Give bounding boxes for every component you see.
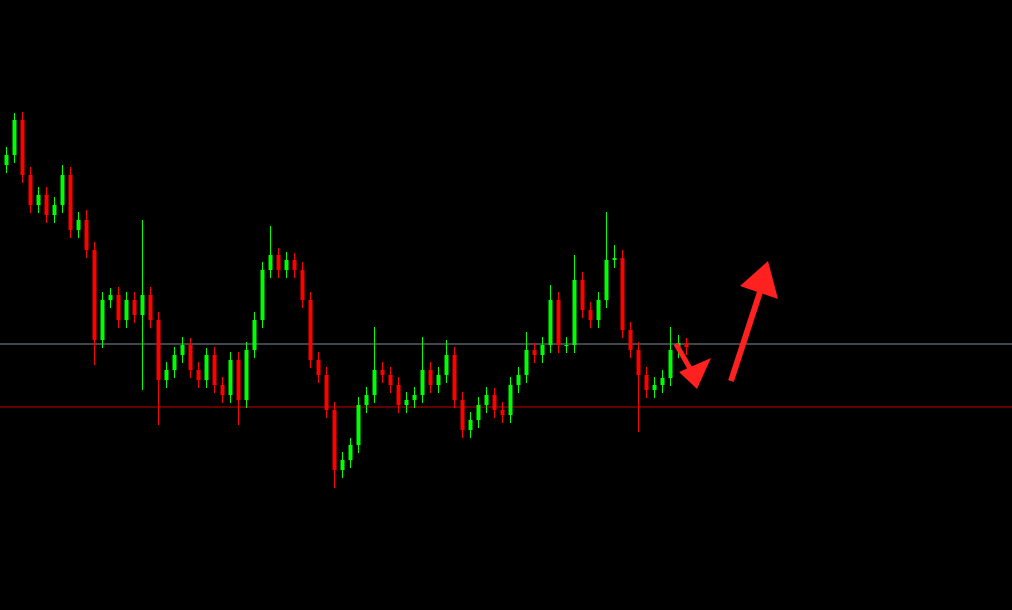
candle-body — [116, 295, 121, 320]
candle-body — [588, 310, 593, 320]
candle-body — [660, 378, 665, 385]
candle-body — [476, 405, 481, 420]
candle-body — [308, 300, 313, 360]
candle-body — [92, 250, 97, 340]
candle-body — [364, 395, 369, 405]
arrow-up-shaft — [728, 291, 763, 382]
candle-body — [140, 295, 145, 315]
candle-body — [220, 385, 225, 395]
candle-body — [124, 300, 129, 320]
candle-body — [556, 300, 561, 345]
candle-body — [372, 370, 377, 395]
candle-body — [684, 343, 689, 347]
candle-body — [412, 395, 417, 400]
candle-body — [276, 255, 281, 270]
candle-body — [236, 360, 241, 400]
candle-body — [500, 410, 505, 415]
arrow-down-head — [679, 358, 711, 389]
candle-body — [580, 280, 585, 310]
candle-body — [644, 375, 649, 390]
candle-body — [348, 445, 353, 460]
candle-body — [196, 370, 201, 380]
candle-body — [204, 355, 209, 380]
candle-body — [20, 120, 25, 175]
candle-body — [252, 320, 257, 350]
candle-body — [324, 375, 329, 410]
candle-body — [316, 360, 321, 375]
candle-body — [284, 260, 289, 270]
candle-body — [532, 350, 537, 355]
candle-body — [172, 355, 177, 370]
candle-body — [244, 350, 249, 400]
candle-body — [268, 255, 273, 270]
candle-body — [420, 370, 425, 395]
candle-body — [516, 375, 521, 385]
candle-body — [604, 260, 609, 300]
candle-body — [356, 405, 361, 445]
candle-body — [180, 345, 185, 355]
candle-body — [380, 370, 385, 375]
arrow-down-shaft — [673, 342, 695, 374]
candle-body — [460, 400, 465, 430]
candle-body — [404, 400, 409, 405]
candle-body — [564, 345, 569, 346]
candle-body — [396, 385, 401, 405]
candle-body — [156, 320, 161, 380]
candle-body — [148, 295, 153, 320]
candle-body — [548, 300, 553, 345]
candle-body — [436, 375, 441, 385]
candle-body — [484, 395, 489, 405]
candle-body — [84, 220, 89, 250]
candle-body — [52, 205, 57, 215]
candle-body — [636, 350, 641, 375]
candle-body — [12, 120, 17, 155]
candle-body — [68, 175, 73, 230]
candle-body — [260, 270, 265, 320]
candle-body — [444, 355, 449, 375]
candle-body — [388, 375, 393, 385]
candle-body — [100, 300, 105, 340]
candle-body — [428, 370, 433, 385]
candle-body — [300, 270, 305, 300]
candle-body — [612, 258, 617, 260]
candle-body — [108, 295, 113, 300]
candle-body — [28, 175, 33, 205]
candle-body — [668, 350, 673, 378]
candle-body — [332, 410, 337, 470]
candle-body — [652, 385, 657, 390]
candle-body — [228, 360, 233, 395]
candle-body — [4, 155, 9, 165]
candle-body — [60, 175, 65, 205]
candle-body — [164, 370, 169, 380]
candle-body — [292, 260, 297, 270]
plot-area — [0, 112, 1012, 488]
candle-body — [468, 420, 473, 430]
candle-body — [36, 195, 41, 205]
candle-body — [524, 350, 529, 375]
candle-body — [492, 395, 497, 410]
candle-body — [132, 300, 137, 315]
candle-body — [212, 355, 217, 385]
candle-body — [76, 220, 81, 230]
annotation-arrows — [673, 261, 778, 389]
candle-body — [508, 385, 513, 415]
candle-body — [452, 355, 457, 400]
candle-body — [340, 460, 345, 470]
candle-body — [44, 195, 49, 215]
candle-body — [620, 258, 625, 330]
candle-body — [628, 330, 633, 350]
candle-body — [188, 345, 193, 370]
candle-body — [596, 300, 601, 320]
candle-body — [540, 345, 545, 355]
arrow-up-head — [740, 261, 778, 299]
candle-body — [572, 280, 577, 345]
